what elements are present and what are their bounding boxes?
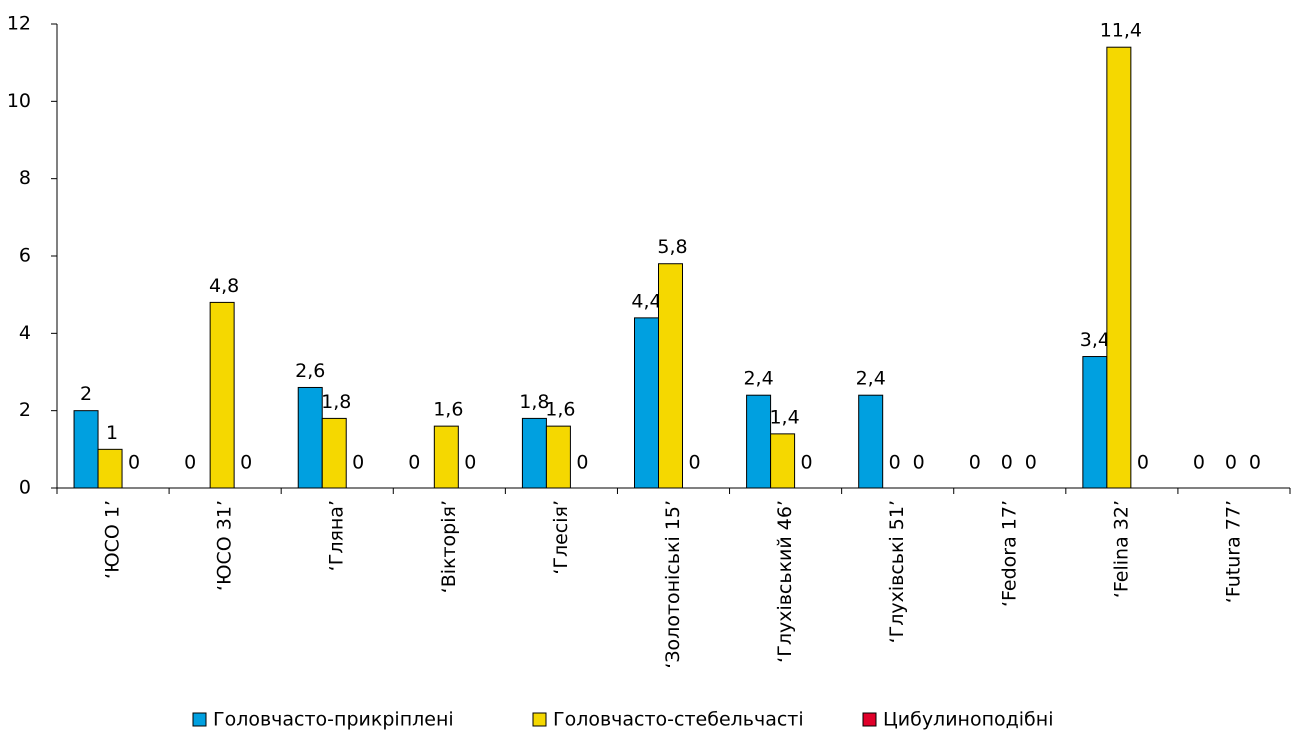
- data-label: 0: [1001, 452, 1013, 474]
- data-label: 1,4: [769, 406, 799, 428]
- bar: [658, 263, 683, 489]
- bar: [770, 433, 796, 489]
- data-label: 2,4: [743, 368, 773, 390]
- data-label: 1,6: [433, 399, 463, 421]
- data-label: 0: [352, 452, 364, 474]
- legend-swatch: [192, 712, 207, 727]
- bar: [297, 386, 323, 489]
- data-label: 4,4: [631, 290, 661, 312]
- y-tick-label: 8: [19, 167, 31, 189]
- x-tick-label: ‘Золотоніські 15’: [662, 500, 684, 669]
- y-tick-label: 4: [19, 322, 31, 344]
- data-label: 0: [1225, 452, 1237, 474]
- data-label: 0: [1249, 452, 1261, 474]
- data-label: 0: [240, 452, 252, 474]
- data-label: 4,8: [209, 275, 239, 297]
- data-label: 0: [969, 452, 981, 474]
- x-tick-label: ‘Felina 32’: [1110, 500, 1132, 598]
- bar: [73, 410, 99, 489]
- bar: [97, 448, 123, 489]
- data-label: 0: [128, 452, 140, 474]
- data-label: 3,4: [1080, 329, 1110, 351]
- data-label: 0: [408, 452, 420, 474]
- bar: [545, 425, 571, 489]
- data-label: 0: [1025, 452, 1037, 474]
- x-tick-label: ‘Гляна’: [326, 500, 348, 571]
- legend-label: Головчасто-стебельчасті: [553, 709, 804, 731]
- x-tick-label: ‘Глесія’: [550, 500, 572, 575]
- data-label: 1,6: [545, 399, 575, 421]
- data-label: 1,8: [321, 391, 351, 413]
- y-tick-label: 10: [7, 90, 31, 112]
- data-label: 0: [913, 452, 925, 474]
- y-tick-label: 6: [19, 245, 31, 267]
- legend-label: Цибулиноподібні: [883, 709, 1053, 731]
- x-tick-label: ‘Fedora 17’: [998, 500, 1020, 607]
- legend-swatch: [532, 712, 547, 727]
- data-label: 0: [576, 452, 588, 474]
- legend-label: Головчасто-прикріплені: [213, 709, 454, 731]
- data-label: 2,4: [856, 368, 886, 390]
- y-tick-label: 2: [19, 399, 31, 421]
- data-label: 0: [1137, 452, 1149, 474]
- x-tick-label: ‘Futura 77’: [1222, 500, 1244, 603]
- y-tick-label: 0: [19, 477, 31, 499]
- y-tick-label: 12: [7, 13, 31, 35]
- bar: [209, 301, 235, 489]
- x-tick-label: ‘Глухівський 46’: [774, 500, 796, 663]
- x-tick-label: ‘ЮСО 31’: [214, 500, 236, 591]
- bar: [1106, 46, 1132, 489]
- data-label: 11,4: [1100, 20, 1142, 42]
- data-label: 1: [106, 422, 118, 444]
- data-label: 0: [1193, 452, 1205, 474]
- data-label: 0: [464, 452, 476, 474]
- data-label: 2: [80, 383, 92, 405]
- data-label: 0: [688, 452, 700, 474]
- data-label: 0: [889, 452, 901, 474]
- data-label: 0: [801, 452, 813, 474]
- bar: [858, 394, 884, 489]
- x-tick-label: ‘Глухівські 51’: [886, 500, 908, 643]
- legend-swatch: [862, 712, 877, 727]
- bar: [433, 425, 459, 489]
- data-label: 2,6: [295, 360, 325, 382]
- data-label: 0: [184, 452, 196, 474]
- data-label: 1,8: [519, 391, 549, 413]
- bar: [1082, 356, 1108, 489]
- x-tick-label: ‘ЮСО 1’: [102, 500, 124, 579]
- bar: [521, 417, 547, 489]
- bar: [746, 394, 772, 489]
- x-tick-label: ‘Вікторія’: [438, 500, 460, 593]
- bar: [634, 317, 659, 489]
- data-label: 5,8: [657, 236, 687, 258]
- bar: [321, 417, 347, 489]
